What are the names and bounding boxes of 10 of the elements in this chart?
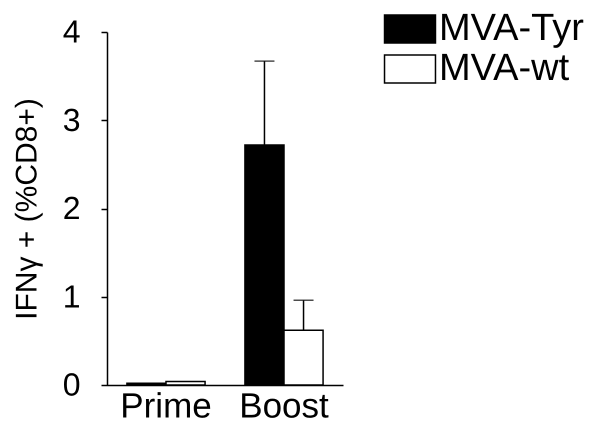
x-tick-label: Boost bbox=[239, 386, 330, 425]
y-tick-label: 2 bbox=[62, 190, 80, 226]
y-tick-label: 4 bbox=[62, 14, 80, 50]
y-tick-label: 1 bbox=[62, 278, 80, 314]
y-tick-label: 0 bbox=[62, 366, 80, 402]
legend-label: MVA-Tyr bbox=[439, 7, 584, 49]
legend-label: MVA-wt bbox=[439, 47, 570, 89]
y-axis-title: IFNγ + (%CD8+) bbox=[10, 98, 44, 320]
y-tick-label: 3 bbox=[62, 102, 80, 138]
x-tick-label: Prime bbox=[120, 386, 212, 425]
